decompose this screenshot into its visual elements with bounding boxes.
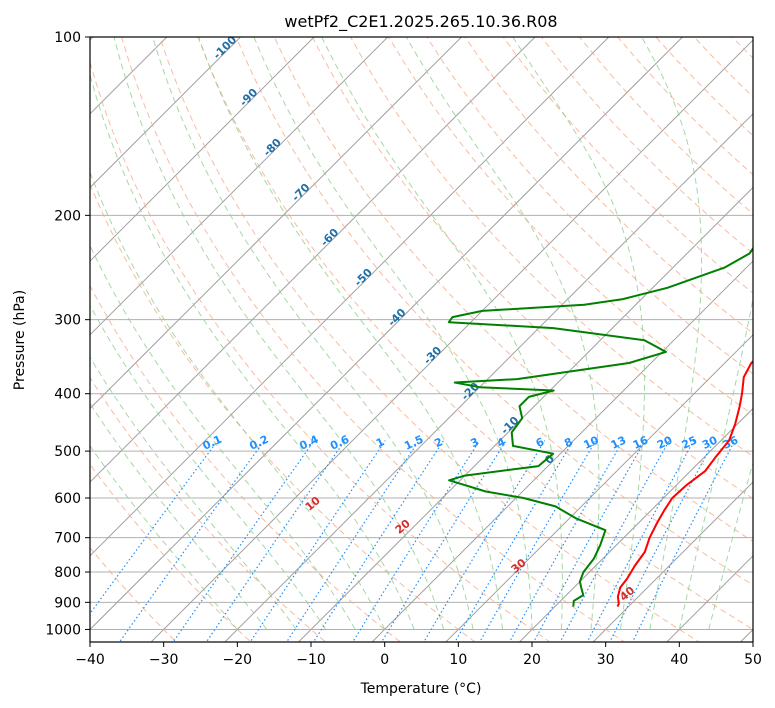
moist-adiabat-line — [90, 171, 386, 630]
y-tick-label: 800 — [54, 565, 81, 581]
isotherm-line — [90, 37, 242, 189]
isotherm-line — [518, 407, 753, 642]
y-tick-label: 500 — [54, 444, 81, 460]
moist-adiabat-line — [641, 37, 703, 630]
mixing-ratio-line — [631, 440, 736, 642]
dry-adiabat-line — [311, 37, 753, 500]
mixing-ratio-line — [533, 440, 646, 642]
dry-adiabat-line — [121, 37, 626, 642]
isotherm-line — [90, 37, 536, 483]
isotherm-line — [445, 334, 753, 642]
x-tick-label: 0 — [380, 652, 389, 668]
mixing-ratio-line — [508, 440, 624, 642]
dry-adiabat-line — [90, 376, 327, 642]
x-tick-label: −10 — [296, 652, 326, 668]
moist-adiabat-line — [405, 37, 600, 630]
isotherm-line — [592, 481, 753, 642]
moist-adiabat-line — [678, 296, 753, 630]
y-tick-label: 400 — [54, 387, 81, 403]
dry-adiabats — [90, 37, 753, 642]
mixing-ratio-label: 25 — [680, 434, 699, 452]
x-axis: −40 −30 −20 −10 0 10 20 30 40 50 — [75, 642, 762, 668]
isotherm-line — [297, 186, 753, 642]
profile-series — [447, 246, 753, 608]
isotherm-line — [90, 37, 610, 557]
moist-adiabat-line — [198, 37, 503, 630]
mixing-ratio-label: 36 — [721, 433, 741, 451]
mixing-ratio-label: 16 — [631, 433, 651, 451]
y-tick-label: 300 — [54, 313, 81, 329]
moist-adiabat-line — [253, 37, 533, 630]
y-tick-label: 100 — [54, 30, 81, 46]
isotherm-line — [90, 37, 684, 631]
mixing-ratio-line — [586, 440, 695, 642]
x-tick-label: 20 — [523, 652, 541, 668]
mixing-ratio-line — [352, 440, 481, 642]
x-tick-label: −40 — [75, 652, 105, 668]
mixing-ratio-label: 10 — [582, 433, 602, 451]
isotherm-line — [224, 113, 753, 642]
dry-adiabat-line — [90, 60, 551, 642]
isotherm-line — [90, 37, 463, 410]
dry-adiabat-line — [90, 463, 252, 642]
moist-adiabat-line — [90, 356, 297, 630]
dry-adiabat-line — [90, 546, 178, 642]
mixing-ratio-line — [249, 440, 386, 642]
y-tick-label: 900 — [54, 595, 81, 611]
isotherm-line — [90, 37, 389, 336]
x-tick-label: 40 — [670, 652, 688, 668]
moist-adiabat-line — [113, 37, 445, 630]
x-tick-label: −30 — [149, 652, 179, 668]
mixing-ratio-line — [118, 440, 265, 642]
moist-adiabat-line — [90, 73, 415, 630]
x-tick-label: 50 — [744, 652, 762, 668]
y-tick-label: 600 — [54, 491, 81, 507]
mixing-ratio-line — [454, 440, 574, 642]
y-tick-label: 700 — [54, 531, 81, 547]
mixing-ratio-line — [479, 440, 597, 642]
x-axis-title: Temperature (°C) — [360, 681, 482, 697]
mixing-ratio-label: 20 — [655, 433, 675, 451]
dry-adiabat-line — [273, 37, 753, 543]
x-tick-label: 30 — [597, 652, 615, 668]
y-axis-title: Pressure (hPa) — [12, 290, 28, 390]
y-tick-label: 200 — [54, 208, 81, 224]
dry-adiabat-line — [350, 37, 753, 458]
isotherm-lines — [90, 37, 753, 642]
plot-frame — [89, 36, 754, 643]
mixing-ratio-lines — [90, 440, 736, 642]
mixing-ratio-line — [285, 440, 420, 642]
mixing-ratio-label: 13 — [609, 434, 628, 452]
moist-adiabat-line — [152, 37, 474, 630]
chart-title: wetPf2_C2E1.2025.265.10.36.R08 — [284, 12, 557, 32]
moist-adiabats — [90, 37, 753, 630]
isotherm-line — [90, 37, 315, 262]
dewpoint-profile-line — [447, 246, 753, 607]
moist-adiabat-line — [90, 244, 356, 630]
moist-adiabat-line — [512, 37, 646, 630]
moist-adiabat-line — [321, 37, 563, 630]
moist-adiabat-line — [90, 304, 327, 630]
temperature-profile-line — [616, 360, 753, 608]
y-axis: 100 200 300 400 500 600 700 800 900 1000 — [45, 30, 90, 638]
isotherm-line — [371, 260, 753, 642]
dry-adiabat-line — [90, 182, 476, 642]
mixing-ratio-line — [423, 440, 546, 642]
x-tick-label: −20 — [223, 652, 253, 668]
mixing-ratio-line — [559, 440, 670, 642]
moist-adiabat-line — [90, 402, 268, 630]
dry-adiabat-line — [502, 37, 753, 294]
moist-adiabat-line — [708, 461, 753, 630]
x-tick-label: 10 — [449, 652, 467, 668]
plot-area: -100-90-80-70-60-50-40-30-20-100 1020304… — [90, 37, 753, 642]
y-tick-label: 1000 — [45, 622, 81, 638]
dry-adiabat-line — [159, 37, 701, 642]
dry-adiabat-line — [235, 37, 753, 586]
moist-adiabat-line — [90, 445, 238, 630]
mixing-ratio-line — [312, 440, 445, 642]
isotherm-line — [150, 39, 753, 642]
mixing-ratio-line — [609, 440, 715, 642]
mixing-ratio-label: 30 — [700, 433, 720, 451]
